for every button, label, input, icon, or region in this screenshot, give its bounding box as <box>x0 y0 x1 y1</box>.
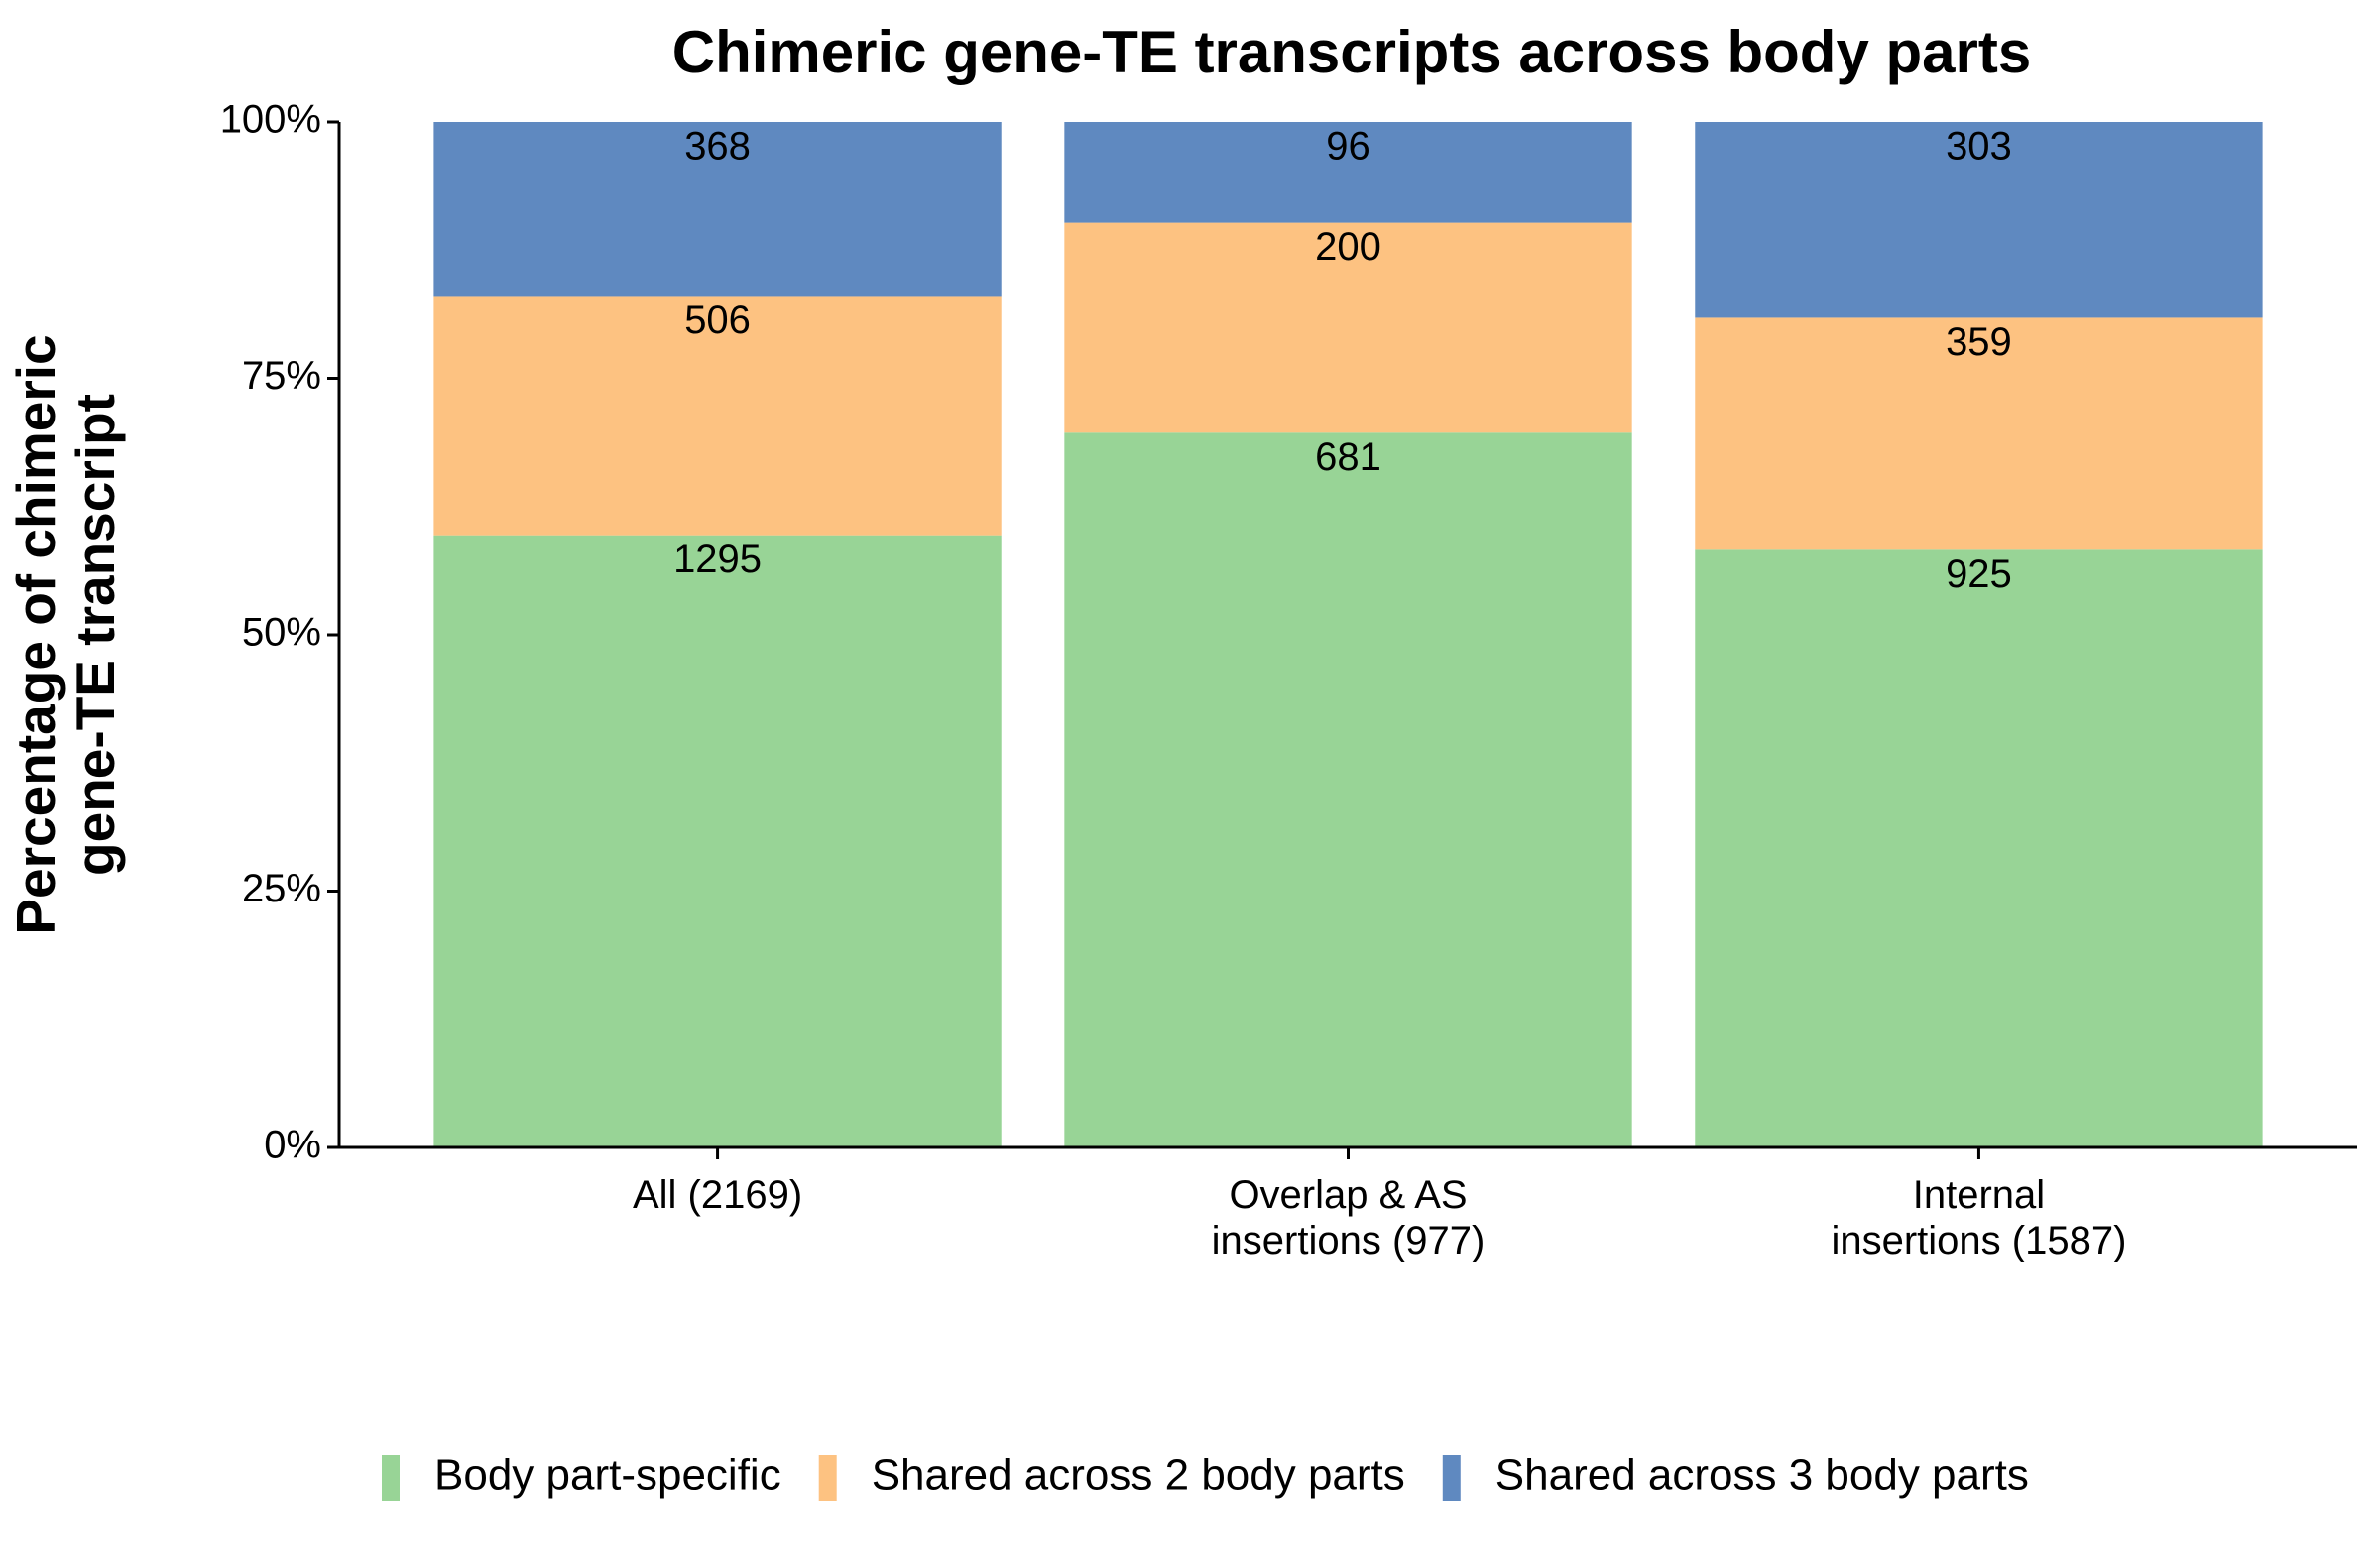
bar-segment <box>433 535 1002 1147</box>
bar-segment <box>1064 122 1632 223</box>
bar-segment <box>1695 122 2263 318</box>
data-label: 1295 <box>673 538 762 581</box>
legend-key <box>382 1455 400 1501</box>
bar-segment <box>1695 317 2263 550</box>
x-tick-label: All (2169) <box>633 1173 802 1217</box>
chart-title: Chimeric gene-TE transcripts across body… <box>672 19 2031 85</box>
data-label: 303 <box>1946 125 2012 169</box>
data-label: 359 <box>1946 320 2012 364</box>
data-label: 368 <box>684 125 751 169</box>
bar-segment <box>433 296 1002 536</box>
bar-segment <box>433 122 1002 297</box>
legend-label: Body part-specific <box>434 1451 781 1500</box>
data-label: 681 <box>1315 435 1381 479</box>
data-label: 200 <box>1315 225 1381 269</box>
data-label: 925 <box>1946 552 2012 596</box>
y-axis-title: Percentage of chimericgene-TE transcript <box>5 334 126 934</box>
y-tick-label: 0% <box>264 1124 321 1167</box>
legend-key <box>1442 1455 1461 1501</box>
y-tick-label: 50% <box>242 611 321 655</box>
legend-key <box>818 1455 837 1501</box>
bar-segment <box>1695 549 2263 1147</box>
bar-segment <box>1064 432 1632 1148</box>
bar-segment <box>1064 222 1632 433</box>
data-label: 96 <box>1326 125 1370 169</box>
x-tick-label: Overlap & AS insertions (977) <box>1212 1173 1486 1262</box>
data-label: 506 <box>684 299 751 342</box>
y-tick-label: 25% <box>242 867 321 910</box>
legend-label: Shared across 2 body parts <box>872 1451 1405 1500</box>
y-tick-label: 75% <box>242 354 321 398</box>
x-tick-label: Internal insertions (1587) <box>1831 1173 2126 1262</box>
legend-label: Shared across 3 body parts <box>1495 1451 2029 1500</box>
y-tick-label: 100% <box>220 98 321 142</box>
